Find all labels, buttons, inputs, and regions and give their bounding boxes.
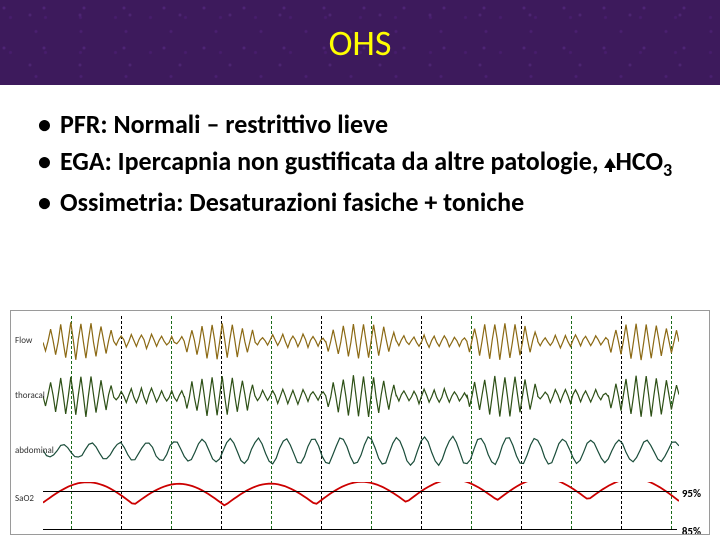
bullet-3: Ossimetria: Desaturazioni fasiche + toni… (32, 185, 688, 220)
trace-sao2 (43, 482, 679, 516)
bullet-3-text: Ossimetria: Desaturazioni fasiche + toni… (60, 186, 524, 218)
ref-line (43, 529, 677, 530)
ref-label: 95% (682, 487, 701, 500)
up-arrow-stem (609, 162, 612, 172)
ref-label: 85% (682, 525, 701, 535)
bullet-2-sub: 3 (663, 159, 672, 181)
slide-header: OHS (0, 0, 720, 85)
bullet-list: PFR: Normali – restrittivo lieve EGA: Ip… (32, 107, 688, 220)
polysomnography-chart: Flow thoracal abdominal SaO2 95% 85% (10, 310, 710, 535)
bullet-1-text: PFR: Normali – restrittivo lieve (60, 108, 388, 140)
trace-flow (43, 318, 679, 364)
trace-label-abdominal: abdominal (15, 445, 54, 456)
bullet-2: EGA: Ipercapnia non gustificata da altre… (32, 144, 688, 182)
trace-thoracal (43, 371, 679, 421)
trace-label-sao2: SaO2 (15, 493, 34, 504)
bullet-2-pre: EGA: Ipercapnia non gustificata da altre… (60, 145, 604, 177)
slide-content: PFR: Normali – restrittivo lieve EGA: Ip… (0, 85, 720, 232)
slide-title: OHS (329, 21, 392, 65)
trace-abdominal (43, 432, 679, 470)
trace-label-flow: Flow (15, 335, 32, 346)
bullet-2-post: HCO (615, 145, 663, 177)
bullet-1: PFR: Normali – restrittivo lieve (32, 107, 688, 142)
ref-line (43, 491, 677, 492)
trace-label-thoracal: thoracal (15, 390, 45, 401)
